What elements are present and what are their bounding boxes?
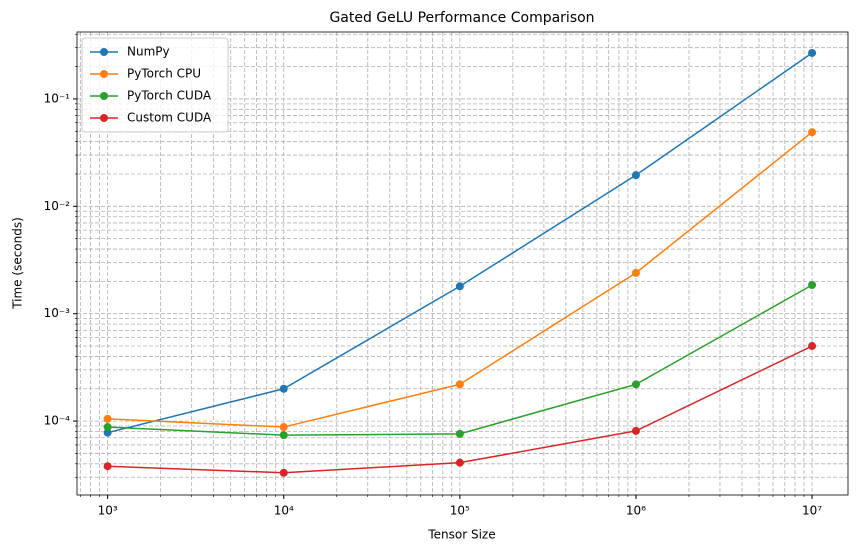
y-tick-label: 10⁻¹: [44, 91, 71, 105]
x-tick-label: 10³: [98, 504, 118, 518]
data-point: [808, 48, 817, 57]
legend-label: Custom CUDA: [127, 111, 212, 125]
y-tick-label: 10⁻³: [44, 306, 71, 320]
legend-label: PyTorch CUDA: [127, 89, 212, 103]
data-point: [808, 128, 817, 137]
data-point: [103, 414, 112, 423]
legend-marker: [100, 92, 108, 100]
data-point: [455, 282, 464, 291]
legend-box: [81, 37, 229, 133]
data-point: [631, 426, 640, 435]
legend-marker: [100, 70, 108, 78]
legend-label: NumPy: [127, 45, 170, 59]
legend-marker: [100, 48, 108, 56]
x-tick-label: 10⁵: [450, 504, 470, 518]
data-point: [455, 458, 464, 467]
chart-title: Gated GeLU Performance Comparison: [329, 10, 594, 26]
data-point: [631, 380, 640, 389]
legend-marker: [100, 114, 108, 122]
data-point: [631, 171, 640, 180]
data-point: [455, 380, 464, 389]
data-point: [103, 423, 112, 432]
data-point: [279, 468, 288, 477]
data-point: [279, 384, 288, 393]
data-point: [808, 281, 817, 290]
data-point: [631, 268, 640, 277]
y-tick-label: 10⁻⁴: [44, 414, 71, 428]
data-point: [103, 462, 112, 471]
x-tick-label: 10⁷: [802, 504, 822, 518]
legend: NumPy PyTorch CPU PyTorch CUDA Custom CUDA: [81, 37, 229, 133]
x-tick-label: 10⁶: [626, 504, 646, 518]
y-axis-label: Time (seconds): [11, 217, 25, 310]
x-tick-label: 10⁴: [274, 504, 294, 518]
data-point: [279, 423, 288, 432]
data-point: [279, 431, 288, 440]
data-point: [103, 428, 112, 437]
y-tick-label: 10⁻²: [44, 199, 71, 213]
data-point: [808, 342, 817, 351]
legend-label: PyTorch CPU: [127, 67, 201, 81]
plot-frame: [76, 31, 849, 496]
x-axis-label: Tensor Size: [427, 528, 495, 542]
data-point: [455, 429, 464, 438]
